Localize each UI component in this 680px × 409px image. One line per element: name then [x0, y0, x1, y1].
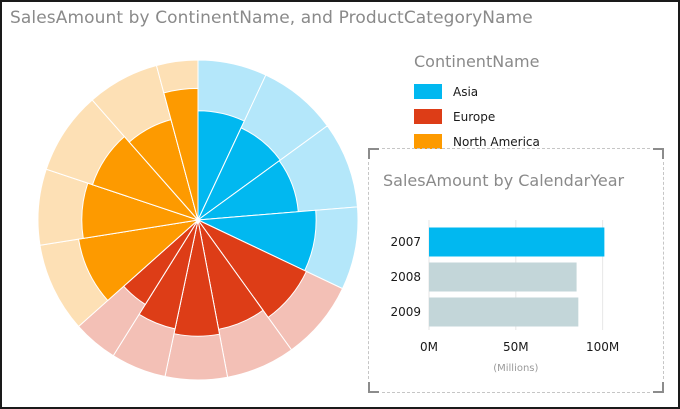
- legend-label: Europe: [453, 109, 496, 124]
- resize-handle[interactable]: [653, 382, 664, 393]
- x-tick-label: 100M: [586, 340, 619, 354]
- chart-title: SalesAmount by ContinentName, and Produc…: [10, 8, 533, 28]
- legend-swatch: [414, 134, 442, 149]
- y-tick-label: 2009: [390, 305, 421, 319]
- legend-swatch: [414, 84, 442, 99]
- x-axis-unit-label: (Millions): [493, 363, 538, 374]
- popup-border: [663, 162, 664, 379]
- legend-item-asia[interactable]: Asia: [414, 79, 540, 104]
- bar-2009[interactable]: [429, 297, 579, 327]
- y-tick-label: 2007: [390, 235, 421, 249]
- legend-label: North America: [453, 134, 540, 149]
- resize-handle[interactable]: [653, 148, 664, 159]
- bar-2007[interactable]: [429, 227, 605, 257]
- resize-handle[interactable]: [368, 148, 379, 159]
- legend-item-north-america[interactable]: North America: [414, 129, 540, 154]
- x-tick-label: 0M: [420, 340, 438, 354]
- bar-2008[interactable]: [429, 262, 577, 292]
- resize-handle[interactable]: [368, 382, 379, 393]
- popup-border: [382, 148, 650, 149]
- y-tick-label: 2008: [390, 270, 421, 284]
- legend-swatch: [414, 109, 442, 124]
- legend-label: Asia: [453, 84, 479, 99]
- x-tick-label: 50M: [503, 340, 529, 354]
- legend-title: ContinentName: [414, 52, 540, 71]
- legend: ContinentName Asia Europe North America: [414, 52, 540, 154]
- popup-border: [368, 162, 369, 379]
- pie-highlight-north-america-5[interactable]: [163, 87, 199, 221]
- bar-chart[interactable]: 2007 2008 2009 0M 50M 100M (Millions): [372, 152, 660, 389]
- popup-border: [382, 392, 650, 393]
- legend-item-europe[interactable]: Europe: [414, 104, 540, 129]
- bar-chart-title: SalesAmount by CalendarYear: [383, 171, 625, 190]
- bar-chart-popup[interactable]: SalesAmount by CalendarYear 2007 2008 2009…: [368, 148, 664, 393]
